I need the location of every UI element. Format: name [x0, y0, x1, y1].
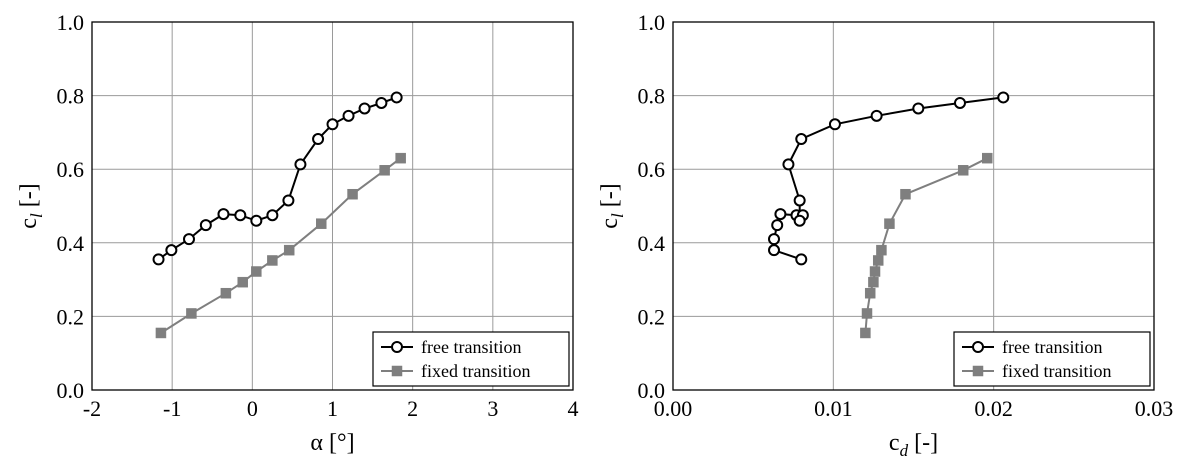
- y-axis-title-unit: [-]: [597, 183, 623, 213]
- x-tick-label: -2: [83, 396, 101, 421]
- chart-left: -2 -1 0 1 2 3 4 0.0 0.2 0.4 0.6 0.8 1.0 α [°] cl [-] fr…: [16, 10, 579, 456]
- data-point: [267, 255, 277, 265]
- y-axis-title: cl [-]: [597, 183, 627, 228]
- data-point: [860, 328, 870, 338]
- data-point: [795, 216, 805, 226]
- data-point: [796, 134, 806, 144]
- legend-marker: [973, 366, 983, 376]
- data-point: [267, 210, 277, 220]
- x-axis-title-unit: [-]: [908, 430, 938, 456]
- x-tick-label: 0.02: [974, 396, 1013, 421]
- x-tick-label: 2: [407, 396, 418, 421]
- x-tick-label: 0.03: [1135, 396, 1174, 421]
- x-axis-title: cd [-]: [889, 430, 938, 460]
- data-point: [186, 308, 196, 318]
- data-point: [376, 98, 386, 108]
- y-axis-title-main: c: [16, 218, 42, 229]
- data-point: [796, 254, 806, 264]
- x-tick-label: 3: [487, 396, 498, 421]
- data-point: [862, 308, 872, 318]
- data-point: [955, 98, 965, 108]
- legend-marker: [392, 366, 402, 376]
- data-point: [221, 288, 231, 298]
- data-point: [313, 134, 323, 144]
- data-point: [283, 195, 293, 205]
- data-point: [873, 255, 883, 265]
- data-point: [348, 189, 358, 199]
- data-point: [360, 103, 370, 113]
- y-tick-label: 1.0: [57, 10, 85, 35]
- data-point: [958, 165, 968, 175]
- x-tick-label: 4: [568, 396, 579, 421]
- data-point: [772, 220, 782, 230]
- x-axis-title-main: c: [889, 430, 900, 456]
- data-point: [795, 195, 805, 205]
- legend-label: fixed transition: [421, 361, 530, 381]
- legend-marker: [392, 342, 402, 352]
- x-axis-title: α [°]: [310, 430, 354, 456]
- x-tick-label: -1: [163, 396, 181, 421]
- y-axis-title-main: c: [597, 218, 623, 229]
- data-point: [316, 219, 326, 229]
- legend-label: free transition: [1002, 337, 1102, 357]
- data-point: [868, 277, 878, 287]
- data-point: [284, 245, 294, 255]
- data-point: [344, 111, 354, 121]
- data-point: [876, 245, 886, 255]
- data-point: [769, 245, 779, 255]
- data-point: [913, 103, 923, 113]
- data-point: [235, 210, 245, 220]
- data-point: [775, 209, 785, 219]
- data-point: [166, 245, 176, 255]
- x-tick-label: 1: [327, 396, 338, 421]
- data-point: [251, 267, 261, 277]
- y-tick-label: 0.4: [638, 231, 666, 256]
- data-point: [900, 189, 910, 199]
- data-point: [392, 92, 402, 102]
- data-point: [998, 92, 1008, 102]
- y-tick-label: 1.0: [638, 10, 666, 35]
- data-point: [156, 328, 166, 338]
- y-tick-label: 0.4: [57, 231, 85, 256]
- x-axis-title-main: α [°]: [310, 430, 354, 456]
- y-tick-label: 0.0: [638, 378, 666, 403]
- data-point: [396, 153, 406, 163]
- legend-marker: [973, 342, 983, 352]
- y-tick-label: 0.2: [57, 304, 85, 329]
- legend-label: free transition: [421, 337, 521, 357]
- legend-label: fixed transition: [1002, 361, 1111, 381]
- data-point: [769, 234, 779, 244]
- y-axis-title: cl [-]: [16, 183, 46, 228]
- data-point: [380, 165, 390, 175]
- data-point: [872, 111, 882, 121]
- y-tick-label: 0.2: [638, 304, 666, 329]
- y-tick-label: 0.6: [638, 157, 666, 182]
- data-point: [830, 119, 840, 129]
- legend: free transition fixed transition: [373, 332, 569, 386]
- data-point: [184, 234, 194, 244]
- data-point: [783, 159, 793, 169]
- y-tick-label: 0.8: [638, 84, 666, 109]
- x-tick-label: 0: [247, 396, 258, 421]
- x-tick-label: 0.01: [814, 396, 853, 421]
- data-point: [328, 119, 338, 129]
- data-point: [884, 219, 894, 229]
- data-point: [982, 153, 992, 163]
- data-point: [251, 216, 261, 226]
- y-tick-label: 0.0: [57, 378, 85, 403]
- data-point: [218, 209, 228, 219]
- chart-right: 0.00 0.01 0.02 0.030.00.20.40.60.81.0cd [-]…: [597, 10, 1173, 460]
- y-tick-label: 0.6: [57, 157, 85, 182]
- legend: free transition fixed transition: [954, 332, 1150, 386]
- data-point: [201, 220, 211, 230]
- data-point: [295, 159, 305, 169]
- data-point: [870, 267, 880, 277]
- data-point: [154, 254, 164, 264]
- data-point: [238, 277, 248, 287]
- y-axis-title-unit: [-]: [16, 183, 42, 213]
- y-tick-label: 0.8: [57, 84, 85, 109]
- data-point: [865, 288, 875, 298]
